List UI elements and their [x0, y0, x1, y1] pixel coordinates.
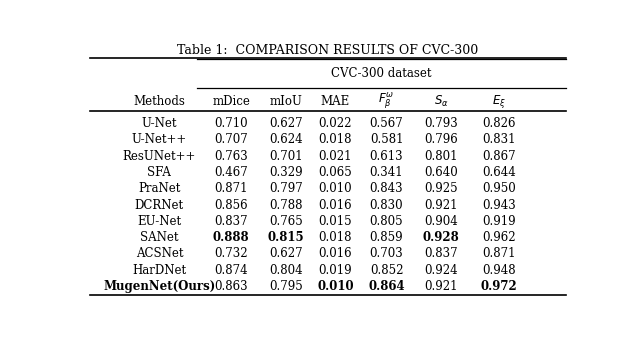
Text: 0.567: 0.567	[370, 117, 403, 130]
Text: MugenNet(Ours): MugenNet(Ours)	[103, 280, 216, 293]
Text: 0.928: 0.928	[422, 231, 460, 244]
Text: $S_{\alpha}$: $S_{\alpha}$	[434, 94, 449, 109]
Text: MAE: MAE	[321, 95, 350, 108]
Text: 0.795: 0.795	[269, 280, 303, 293]
Text: 0.018: 0.018	[319, 231, 352, 244]
Text: 0.904: 0.904	[424, 215, 458, 228]
Text: ResUNet++: ResUNet++	[123, 150, 196, 163]
Text: 0.867: 0.867	[483, 150, 516, 163]
Text: 0.788: 0.788	[269, 198, 303, 211]
Text: 0.021: 0.021	[319, 150, 352, 163]
Text: 0.793: 0.793	[424, 117, 458, 130]
Text: EU-Net: EU-Net	[138, 215, 181, 228]
Text: 0.627: 0.627	[269, 117, 303, 130]
Text: Table 1:  COMPARISON RESULTS OF CVC-300: Table 1: COMPARISON RESULTS OF CVC-300	[177, 44, 479, 57]
Text: 0.640: 0.640	[424, 166, 458, 179]
Text: 0.843: 0.843	[370, 182, 403, 195]
Text: 0.888: 0.888	[213, 231, 250, 244]
Text: 0.703: 0.703	[370, 247, 403, 261]
Text: 0.805: 0.805	[370, 215, 403, 228]
Text: 0.864: 0.864	[368, 280, 405, 293]
Text: 0.710: 0.710	[214, 117, 248, 130]
Text: 0.022: 0.022	[319, 117, 352, 130]
Text: 0.972: 0.972	[481, 280, 518, 293]
Text: 0.925: 0.925	[424, 182, 458, 195]
Text: 0.837: 0.837	[214, 215, 248, 228]
Text: 0.065: 0.065	[319, 166, 352, 179]
Text: 0.329: 0.329	[269, 166, 303, 179]
Text: SFA: SFA	[147, 166, 172, 179]
Text: 0.826: 0.826	[483, 117, 516, 130]
Text: 0.874: 0.874	[214, 264, 248, 277]
Text: 0.018: 0.018	[319, 133, 352, 146]
Text: 0.797: 0.797	[269, 182, 303, 195]
Text: 0.856: 0.856	[214, 198, 248, 211]
Text: 0.707: 0.707	[214, 133, 248, 146]
Text: Methods: Methods	[133, 95, 186, 108]
Text: HarDNet: HarDNet	[132, 264, 186, 277]
Text: 0.962: 0.962	[483, 231, 516, 244]
Text: 0.801: 0.801	[424, 150, 458, 163]
Text: 0.581: 0.581	[370, 133, 403, 146]
Text: ACSNet: ACSNet	[136, 247, 183, 261]
Text: 0.919: 0.919	[483, 215, 516, 228]
Text: 0.010: 0.010	[317, 280, 354, 293]
Text: mIoU: mIoU	[269, 95, 302, 108]
Text: 0.852: 0.852	[370, 264, 403, 277]
Text: 0.837: 0.837	[424, 247, 458, 261]
Text: 0.871: 0.871	[483, 247, 516, 261]
Text: U-Net: U-Net	[141, 117, 177, 130]
Text: $E_{\xi}$: $E_{\xi}$	[492, 93, 506, 110]
Text: 0.804: 0.804	[269, 264, 303, 277]
Text: 0.627: 0.627	[269, 247, 303, 261]
Text: 0.830: 0.830	[370, 198, 403, 211]
Text: 0.016: 0.016	[319, 198, 352, 211]
Text: 0.924: 0.924	[424, 264, 458, 277]
Text: DCRNet: DCRNet	[135, 198, 184, 211]
Text: 0.624: 0.624	[269, 133, 303, 146]
Text: 0.015: 0.015	[319, 215, 352, 228]
Text: PraNet: PraNet	[138, 182, 180, 195]
Text: 0.467: 0.467	[214, 166, 248, 179]
Text: 0.010: 0.010	[319, 182, 352, 195]
Text: 0.871: 0.871	[214, 182, 248, 195]
Text: 0.921: 0.921	[424, 198, 458, 211]
Text: mDice: mDice	[212, 95, 250, 108]
Text: 0.948: 0.948	[483, 264, 516, 277]
Text: SANet: SANet	[140, 231, 179, 244]
Text: 0.644: 0.644	[483, 166, 516, 179]
Text: 0.863: 0.863	[214, 280, 248, 293]
Text: 0.921: 0.921	[424, 280, 458, 293]
Text: 0.341: 0.341	[370, 166, 403, 179]
Text: 0.613: 0.613	[370, 150, 403, 163]
Text: 0.732: 0.732	[214, 247, 248, 261]
Text: 0.815: 0.815	[268, 231, 304, 244]
Text: 0.943: 0.943	[483, 198, 516, 211]
Text: 0.016: 0.016	[319, 247, 352, 261]
Text: 0.859: 0.859	[370, 231, 403, 244]
Text: 0.765: 0.765	[269, 215, 303, 228]
Text: 0.796: 0.796	[424, 133, 458, 146]
Text: 0.950: 0.950	[483, 182, 516, 195]
Text: CVC-300 dataset: CVC-300 dataset	[331, 67, 431, 80]
Text: $F_{\beta}^{\omega}$: $F_{\beta}^{\omega}$	[378, 92, 395, 111]
Text: 0.701: 0.701	[269, 150, 303, 163]
Text: 0.763: 0.763	[214, 150, 248, 163]
Text: 0.019: 0.019	[319, 264, 352, 277]
Text: 0.831: 0.831	[483, 133, 516, 146]
Text: U-Net++: U-Net++	[132, 133, 187, 146]
